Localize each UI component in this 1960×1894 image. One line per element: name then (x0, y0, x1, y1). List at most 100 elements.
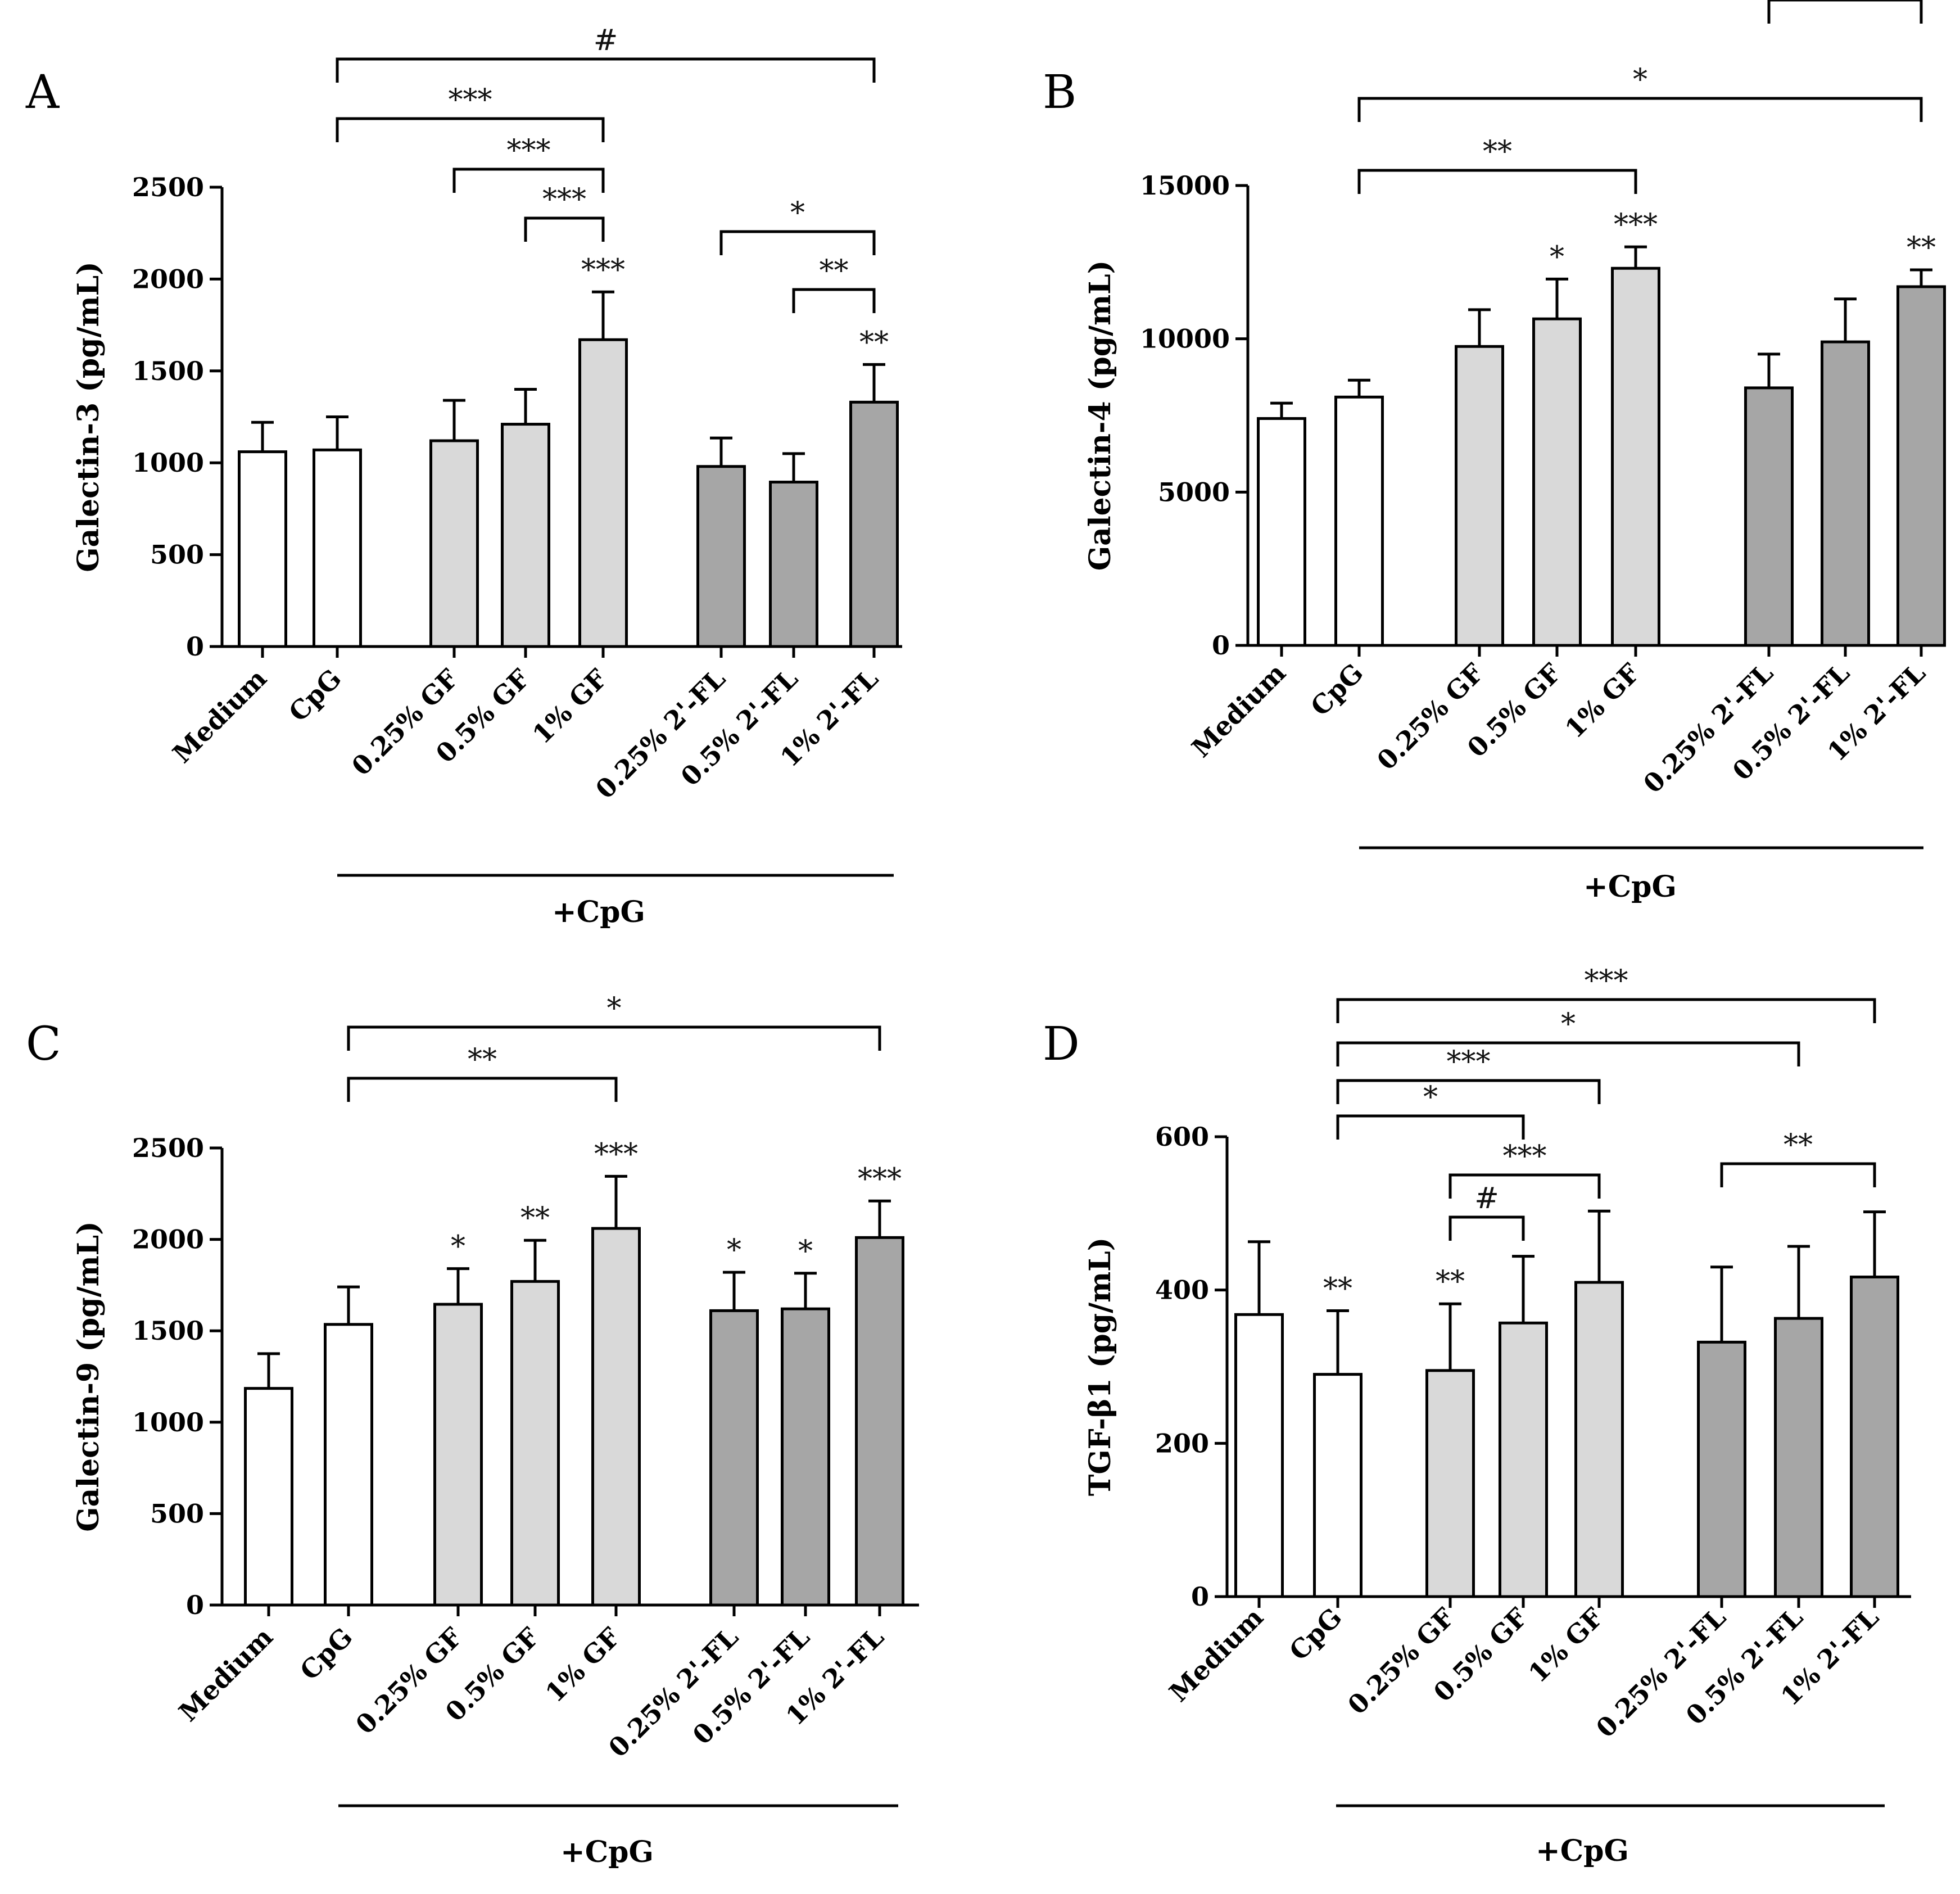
comparison-bracket (719, 230, 876, 255)
significance-mark: *** (1614, 208, 1658, 242)
y-axis-label: Galectin-9 (pg/mL) (71, 1221, 106, 1532)
bracket-label: *** (507, 134, 551, 168)
y-tick-label: 0 (1212, 630, 1230, 661)
y-tick-label: 2500 (132, 172, 204, 202)
y-axis-label: Galectin-4 (pg/mL) (1083, 260, 1117, 571)
bar (849, 400, 899, 648)
bracket-label: * (1561, 1007, 1576, 1041)
y-axis-label: TGF-β1 (pg/mL) (1083, 1237, 1117, 1497)
bar (1334, 395, 1384, 647)
panel-b-chart: B Galectin-4 (pg/mL) 0 5000 10000 15000 Medium… (1043, 0, 1946, 904)
category-label: CpG (294, 1622, 359, 1687)
comparison-bracket (1767, 0, 1923, 24)
y-tick-label: 1000 (132, 1407, 204, 1438)
y-axis-label: Galectin-3 (pg/mL) (71, 261, 106, 572)
comparison-bracket (1720, 1162, 1876, 1187)
bracket-label: *** (1447, 1045, 1491, 1079)
bar (781, 1307, 830, 1607)
category-label: 1% GF (1559, 657, 1646, 744)
category-label: CpG (1283, 1602, 1348, 1667)
category-label: Medium (173, 1622, 279, 1728)
y-tick-label: 15000 (1140, 170, 1230, 201)
significance-mark: ** (859, 326, 889, 359)
category-label: 1% GF (540, 1621, 626, 1708)
y-tick-label: 1500 (132, 356, 204, 386)
bar (1257, 417, 1306, 647)
y-tick-label: 1500 (132, 1316, 204, 1346)
bar (1532, 317, 1582, 647)
significance-mark: ** (520, 1201, 550, 1235)
significance-mark: *** (594, 1137, 638, 1171)
bar (313, 448, 362, 648)
bar (1850, 1275, 1899, 1598)
category-label: Medium (1186, 658, 1292, 763)
bracket-label: ** (820, 254, 849, 288)
bracket-label: ** (1483, 135, 1512, 169)
bar (1611, 266, 1660, 647)
significance-mark: * (727, 1233, 741, 1267)
bar (1499, 1321, 1548, 1598)
panel-letter: C (26, 1018, 61, 1071)
bracket-label: * (607, 992, 622, 1025)
comparison-bracket (524, 216, 605, 242)
bar (1574, 1281, 1624, 1598)
bar (591, 1227, 641, 1607)
bar (501, 423, 550, 648)
comparison-bracket (1357, 97, 1923, 122)
bar (1313, 1373, 1363, 1598)
bar (709, 1309, 759, 1607)
comparison-bracket (336, 117, 605, 142)
y-tick-label: 200 (1155, 1428, 1209, 1458)
significance-mark: * (451, 1230, 465, 1264)
category-label: 0.25% 2'-FL (1590, 1602, 1732, 1744)
bracket-label: # (1474, 1182, 1499, 1215)
y-tick-label: 1000 (132, 447, 204, 478)
y-tick-label: 0 (186, 631, 204, 662)
y-tick-label: 0 (186, 1590, 204, 1620)
y-tick-label: 0 (1191, 1581, 1209, 1612)
significance-mark: *** (581, 253, 625, 287)
bracket-label: * (1633, 63, 1647, 97)
significance-mark: *** (858, 1162, 902, 1196)
comparison-bracket (452, 168, 605, 193)
comparison-bracket (347, 1077, 618, 1102)
comparison-bracket (1336, 1079, 1601, 1104)
bar (1425, 1369, 1475, 1598)
y-tick-label: 10000 (1140, 324, 1230, 354)
cpg-group-label: +CpG (560, 1835, 654, 1869)
panel-letter: B (1043, 66, 1076, 119)
bar (1455, 345, 1504, 647)
category-label: 0.25% GF (350, 1621, 468, 1740)
significance-mark: * (1550, 240, 1564, 274)
category-label: Medium (1164, 1602, 1269, 1708)
y-tick-label: 600 (1155, 1122, 1209, 1152)
significance-mark: ** (1436, 1265, 1465, 1299)
bracket-label: # (594, 24, 618, 57)
panel-a-chart: A Galectin-3 (pg/mL) 0 500 1000 1500 2000 2500 M… (25, 24, 902, 929)
bar (429, 439, 479, 648)
panel-letter: D (1043, 1018, 1080, 1071)
significance-mark: ** (1907, 231, 1936, 265)
category-label: 1% GF (1523, 1602, 1609, 1688)
bracket-label: *** (1585, 964, 1628, 998)
category-label: 0.25% GF (1342, 1602, 1460, 1720)
bracket-label: *** (449, 83, 492, 117)
comparison-bracket (1336, 1114, 1525, 1140)
category-label: 1% GF (527, 663, 613, 749)
comparison-bracket (336, 57, 876, 83)
panel-c-chart: C Galectin-9 (pg/mL) 0 500 1000 1500 2000 2500 M… (26, 992, 919, 1869)
bar (1821, 340, 1870, 647)
comparison-bracket (347, 1025, 881, 1051)
category-label: Medium (167, 663, 273, 769)
y-tick-label: 500 (150, 1498, 204, 1529)
bar (578, 338, 628, 648)
bar (855, 1236, 904, 1607)
bar (1697, 1340, 1746, 1598)
y-tick-label: 2000 (132, 1224, 204, 1255)
bar (433, 1303, 483, 1607)
category-label: 0.25% 2'-FL (1637, 658, 1779, 799)
bar (238, 450, 287, 648)
bracket-label: * (1423, 1081, 1438, 1114)
